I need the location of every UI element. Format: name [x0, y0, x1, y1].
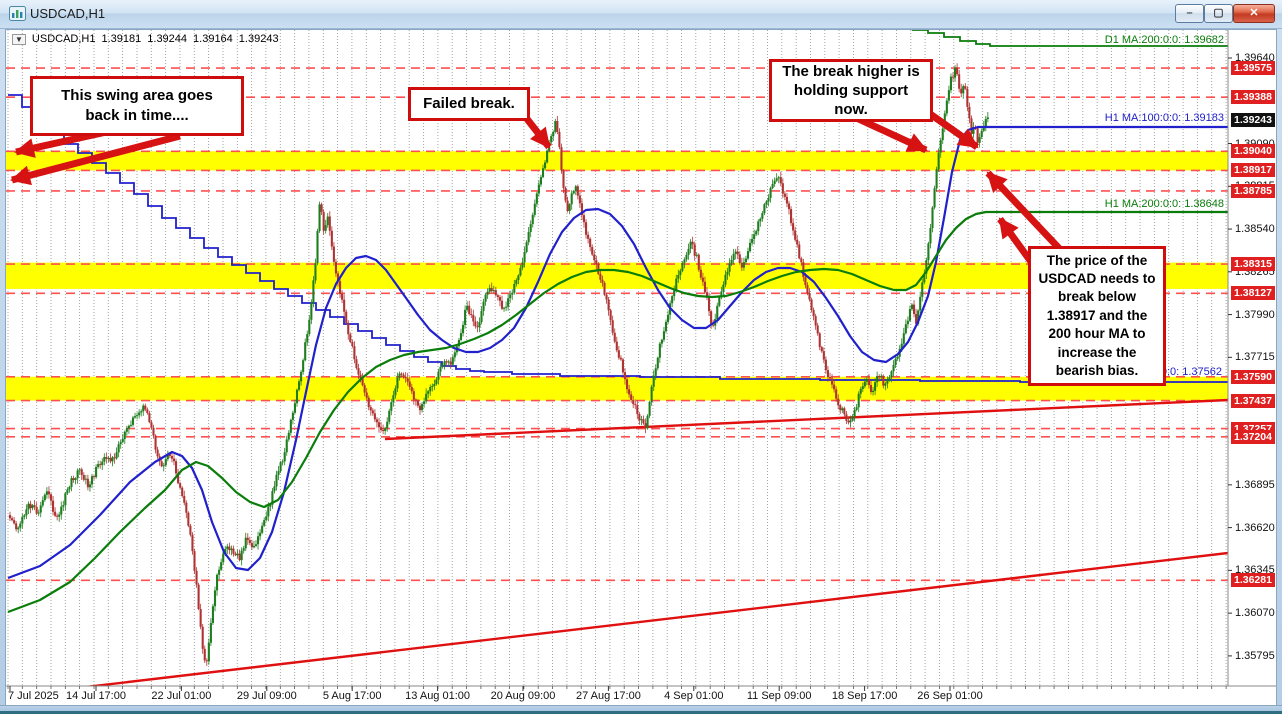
price-level-badge: 1.39388: [1231, 90, 1275, 105]
time-tick-label: 13 Aug 01:00: [405, 690, 471, 702]
price-level-badge: 1.38315: [1231, 257, 1275, 272]
ma-value-label: D1 MA:200:0:0: 1.39682: [1104, 34, 1224, 46]
annotation-line: USDCAD needs to: [1038, 270, 1156, 286]
annotation-line: The break higher is: [782, 63, 920, 80]
time-tick-label: 18 Sep 17:00: [831, 690, 898, 702]
annotation-swing-area: This swing area goes back in time....: [30, 76, 244, 136]
annotation-line: Failed break.: [423, 95, 515, 112]
time-tick-label: 5 Aug 17:00: [322, 690, 382, 702]
time-tick-label: 14 Jul 17:00: [66, 690, 126, 702]
ohlc-close: 1.39243: [238, 33, 279, 45]
chevron-down-icon[interactable]: ▼: [12, 34, 26, 45]
annotation-line: The price of the: [1046, 252, 1148, 268]
price-level-badge: 1.37204: [1231, 429, 1275, 444]
time-tick-label: 4 Sep 01:00: [664, 690, 724, 702]
annotation-bearish-bias: The price of the USDCAD needs to break bel…: [1028, 246, 1166, 386]
time-tick-label: 29 Jul 09:00: [236, 690, 297, 702]
annotation-break-higher: The break higher is holding support now.: [769, 59, 933, 122]
annotation-line: holding support: [793, 82, 909, 99]
time-tick-label: 7 Jul 2025: [8, 690, 59, 702]
price-tick-label: 1.36620: [1235, 521, 1275, 534]
close-button[interactable]: ✕: [1233, 4, 1275, 23]
price-tick-label: 1.35795: [1235, 649, 1275, 662]
annotation-line: break below: [1057, 289, 1137, 305]
window-title: USDCAD,H1: [30, 6, 106, 21]
time-tick-label: 26 Sep 01:00: [917, 690, 983, 702]
time-tick-label: 11 Sep 09:00: [746, 690, 812, 702]
price-level-badge: 1.39575: [1231, 61, 1275, 76]
chart-app-icon: [9, 6, 26, 21]
window-bottom-border: [0, 705, 1282, 714]
ma-value-label: H1 MA:200:0:0: 1.38648: [1104, 198, 1224, 210]
window-bottom-edge: [0, 711, 1282, 714]
price-level-badge: 1.38127: [1231, 286, 1275, 301]
minimize-button[interactable]: –: [1175, 4, 1204, 23]
current-price-badge: 1.39243: [1231, 112, 1275, 127]
ohlc-low: 1.39164: [193, 33, 233, 45]
price-level-badge: 1.38785: [1231, 183, 1275, 198]
price-tick-label: 1.37715: [1235, 351, 1275, 364]
time-tick-label: 27 Aug 17:00: [575, 690, 641, 702]
price-tick-label: 1.38540: [1235, 223, 1275, 236]
ohlc-symbol: USDCAD,H1: [31, 33, 96, 45]
price-tick-label: 1.39640: [1235, 52, 1275, 64]
ohlc-high: 1.39244: [147, 33, 188, 45]
time-tick-label: 22 Jul 01:00: [151, 690, 212, 702]
annotation-line: increase the: [1057, 344, 1137, 360]
price-level-badge: 1.37590: [1231, 369, 1275, 384]
maximize-button[interactable]: ▢: [1204, 4, 1233, 23]
annotation-failed-break: Failed break.: [408, 87, 530, 121]
ohlc-open: 1.39181: [101, 33, 142, 45]
annotation-line: back in time....: [85, 107, 189, 124]
price-level-badge: 1.37437: [1231, 393, 1275, 408]
annotation-line: bearish bias.: [1055, 363, 1139, 379]
price-level-badge: 1.39040: [1231, 144, 1275, 159]
price-level-badge: 1.36281: [1231, 573, 1275, 588]
ohlc-header: ▼ USDCAD,H1 1.39181 1.39244 1.39164 1.39243: [12, 33, 285, 45]
title-bar[interactable]: USDCAD,H1 – ▢ ✕: [0, 0, 1282, 29]
price-level-badge: 1.38917: [1231, 163, 1275, 178]
annotation-line: now.: [834, 101, 868, 118]
price-tick-label: 1.36070: [1235, 607, 1275, 620]
price-tick-label: 1.37990: [1235, 308, 1275, 321]
time-tick-label: 20 Aug 09:00: [490, 690, 556, 702]
annotation-line: 200 hour MA to: [1048, 326, 1146, 342]
annotation-line: This swing area goes: [61, 87, 213, 104]
price-tick-label: 1.36895: [1235, 478, 1275, 491]
ma-value-label: H1 MA:100:0:0: 1.39183: [1104, 112, 1224, 124]
annotation-line: 1.38917 and the: [1046, 307, 1148, 323]
